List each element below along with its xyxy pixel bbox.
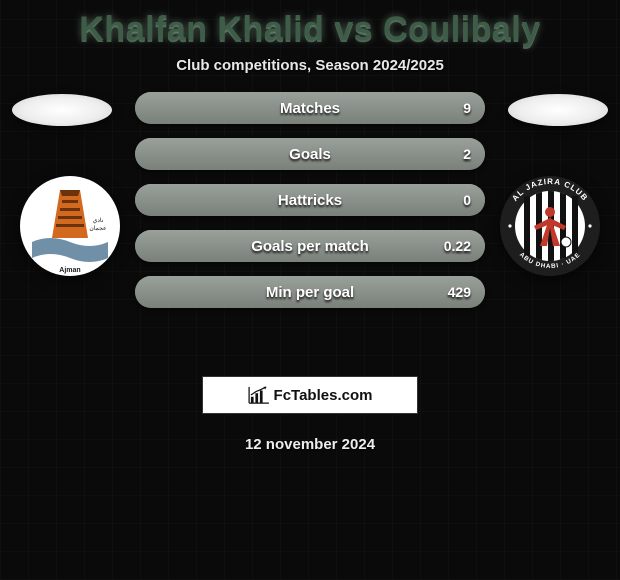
stat-label: Min per goal (135, 284, 485, 301)
stat-value-right: 429 (448, 284, 471, 300)
stat-row: Matches9 (135, 92, 485, 124)
team-badge-left: نادي عجمان Ajman (20, 176, 120, 276)
subtitle: Club competitions, Season 2024/2025 (0, 57, 620, 74)
svg-text:عجمان: عجمان (89, 225, 106, 232)
stat-value-right: 2 (463, 146, 471, 162)
stat-label: Hattricks (135, 192, 485, 209)
stat-label: Goals per match (135, 238, 485, 255)
brand-label: FcTables.com (274, 387, 373, 404)
page-title: Khalfan Khalid vs Coulibaly (0, 0, 620, 57)
stat-rows: Matches9Goals2Hattricks0Goals per match0… (135, 92, 485, 308)
stat-row: Hattricks0 (135, 184, 485, 216)
stat-value-right: 0 (463, 192, 471, 208)
comparison-arena: نادي عجمان Ajman (0, 104, 620, 364)
chart-icon (248, 386, 270, 404)
player-photo-right (508, 94, 608, 126)
stat-label: Goals (135, 146, 485, 163)
brand-box[interactable]: FcTables.com (202, 376, 418, 414)
stat-label: Matches (135, 100, 485, 117)
svg-text:نادي: نادي (93, 217, 104, 224)
team-badge-right: AL JAZIRA CLUB ABU DHABI · UAE (500, 176, 600, 276)
date: 12 november 2024 (0, 436, 620, 453)
stat-row: Goals2 (135, 138, 485, 170)
stat-row: Min per goal429 (135, 276, 485, 308)
player-photo-left (12, 94, 112, 126)
stat-value-right: 0.22 (444, 238, 471, 254)
stat-row: Goals per match0.22 (135, 230, 485, 262)
svg-text:Ajman: Ajman (59, 267, 80, 274)
stat-value-right: 9 (463, 100, 471, 116)
